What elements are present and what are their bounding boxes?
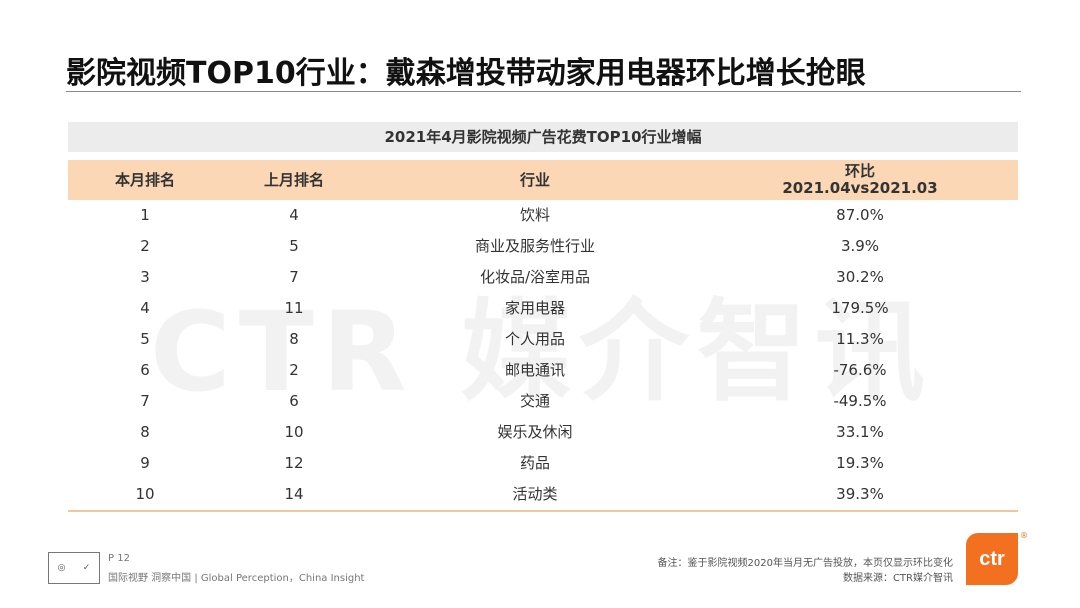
cell-industry: 交通 — [519, 392, 550, 410]
cell-rank: 4 — [140, 299, 150, 317]
cell-change: 19.3% — [836, 454, 884, 472]
cell-prev-rank: 11 — [284, 299, 304, 317]
header-rank-this: 本月排名 — [114, 170, 175, 189]
header-change: 环比 2021.04vs2021.03 — [780, 160, 940, 200]
cell-rank: 10 — [135, 485, 155, 503]
table-row: 4 11 家用电器 179.5% — [68, 293, 1018, 324]
table-body: 1 4 饮料 87.0% 2 5 商业及服务性行业 3.9% 3 7 化妆品/浴室用品 30.2% 4 1… — [68, 200, 1018, 510]
cert-check-icon: ✓ — [82, 563, 91, 573]
table-row: 5 8 个人用品 11.3% — [68, 324, 1018, 355]
cell-rank: 7 — [140, 392, 150, 410]
cell-rank: 6 — [140, 361, 150, 379]
note-source: 数据来源：CTR媒介智讯 — [842, 573, 953, 584]
cell-rank: 5 — [140, 330, 150, 348]
table-row: 9 12 药品 19.3% — [68, 448, 1018, 479]
cell-prev-rank: 10 — [284, 423, 304, 441]
table-row: 3 7 化妆品/浴室用品 30.2% — [68, 262, 1018, 293]
cell-change: 11.3% — [836, 330, 884, 348]
cell-rank: 3 — [140, 268, 150, 286]
header-industry: 行业 — [519, 170, 550, 189]
cell-change: 3.9% — [840, 237, 880, 255]
certification-badge: ◎ ✓ — [48, 552, 100, 584]
cell-change: 179.5% — [831, 299, 889, 317]
cell-change: -49.5% — [833, 392, 887, 410]
table-row: 6 2 邮电通讯 -76.6% — [68, 355, 1018, 386]
table-row: 2 5 商业及服务性行业 3.9% — [68, 231, 1018, 262]
cell-rank: 8 — [140, 423, 150, 441]
header-change-label: 环比 — [844, 162, 875, 180]
footer-tagline: 国际视野 洞察中国 | Global Perception，China Insi… — [108, 573, 365, 584]
cell-rank: 2 — [140, 237, 150, 255]
cell-change: 87.0% — [836, 206, 884, 224]
cell-prev-rank: 14 — [284, 485, 304, 503]
cell-industry: 家用电器 — [504, 299, 565, 317]
title-divider — [66, 91, 1021, 92]
table-bottom-rule — [68, 510, 1018, 512]
table-row: 8 10 娱乐及休闲 33.1% — [68, 417, 1018, 448]
cell-prev-rank: 6 — [289, 392, 299, 410]
registered-mark: ® — [1020, 531, 1028, 540]
note-remark: 备注：鉴于影院视频2020年当月无广告投放，本页仅显示环比变化 — [657, 558, 953, 569]
table-header: 本月排名 上月排名 行业 环比 2021.04vs2021.03 — [68, 160, 1018, 200]
cell-prev-rank: 8 — [289, 330, 299, 348]
table-row: 1 4 饮料 87.0% — [68, 200, 1018, 231]
watermark: CTR 媒介智讯 — [150, 288, 933, 416]
footer-note: 备注：鉴于影院视频2020年当月无广告投放，本页仅显示环比变化 数据来源：CTR… — [658, 556, 953, 586]
cell-industry: 化妆品/浴室用品 — [479, 268, 591, 286]
cell-industry: 商业及服务性行业 — [474, 237, 595, 255]
table-caption: 2021年4月影院视频广告花费TOP10行业增幅 — [68, 122, 1018, 152]
cell-rank: 1 — [140, 206, 150, 224]
page-number: P 12 — [108, 553, 130, 564]
cell-rank: 9 — [140, 454, 150, 472]
cell-change: -76.6% — [833, 361, 887, 379]
cell-prev-rank: 12 — [284, 454, 304, 472]
table-row: 7 6 交通 -49.5% — [68, 386, 1018, 417]
header-change-period: 2021.04vs2021.03 — [782, 179, 938, 197]
cell-industry: 活动类 — [512, 485, 558, 503]
table-row: 10 14 活动类 39.3% — [68, 479, 1018, 510]
cell-prev-rank: 5 — [289, 237, 299, 255]
slide-title: 影院视频TOP10行业：戴森增投带动家用电器环比增长抢眼 — [66, 56, 866, 91]
cell-industry: 饮料 — [519, 206, 550, 224]
cell-change: 33.1% — [836, 423, 884, 441]
header-rank-last: 上月排名 — [263, 170, 324, 189]
cell-prev-rank: 7 — [289, 268, 299, 286]
cell-change: 30.2% — [836, 268, 884, 286]
cert-mark-icon: ◎ — [57, 563, 66, 573]
cell-prev-rank: 4 — [289, 206, 299, 224]
cell-change: 39.3% — [836, 485, 884, 503]
cell-industry: 娱乐及休闲 — [497, 423, 573, 441]
cell-industry: 邮电通讯 — [504, 361, 565, 379]
cell-prev-rank: 2 — [289, 361, 299, 379]
cell-industry: 药品 — [519, 454, 550, 472]
cell-industry: 个人用品 — [504, 330, 565, 348]
ctr-logo: ctr — [966, 533, 1018, 585]
